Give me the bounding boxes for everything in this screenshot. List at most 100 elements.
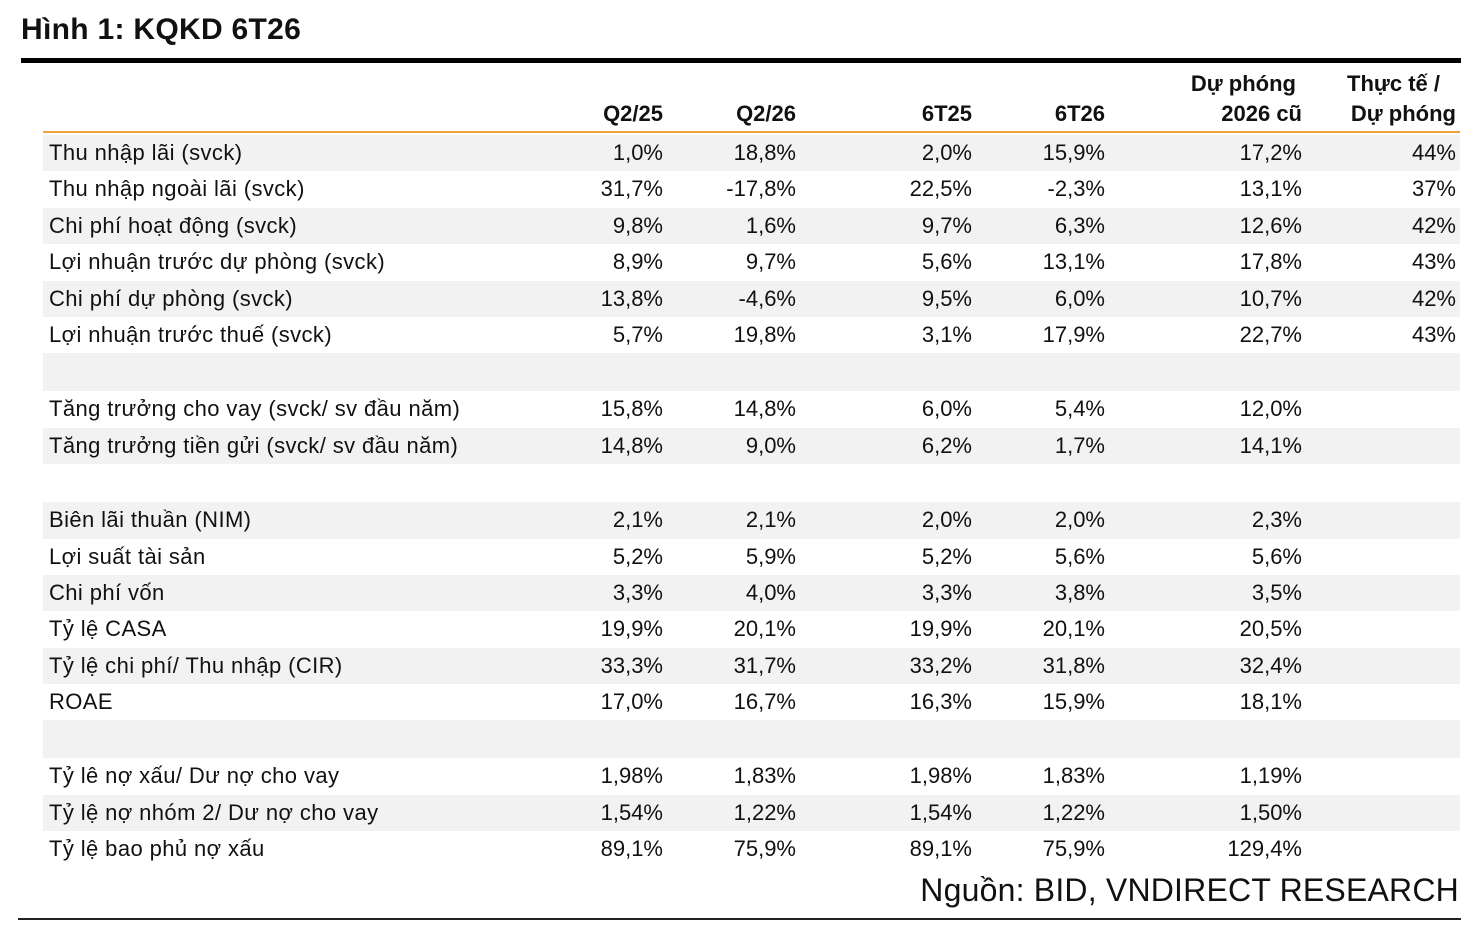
row-value: 5,9%: [745, 543, 796, 569]
table-row: Biên lãi thuần (NIM) 2,1% 2,1% 2,0% 2,0% 2,3%: [43, 502, 1460, 539]
row-value: 18,1%: [1239, 689, 1302, 715]
top-rule: [21, 58, 1461, 63]
row-label: Tăng trưởng tiền gửi (svck/ sv đầu năm): [49, 432, 459, 458]
table-row: Tỷ lệ bao phủ nợ xấu 89,1% 75,9% 89,1% 75,9%…: [43, 831, 1460, 867]
spacer-row: [43, 464, 1460, 502]
table-header: Q2/25 Q2/26 6T25 6T26 Dự phóng 2026 cũ T…: [43, 67, 1460, 131]
row-value: 5,6%: [1251, 543, 1302, 569]
row-value: 1,6%: [745, 212, 796, 238]
row-label: Chi phí dự phòng (svck): [49, 285, 294, 311]
row-label: Tỷ lệ bao phủ nợ xấu: [49, 836, 265, 862]
header-actual-line2: Dự phóng: [1350, 101, 1456, 126]
source-note: Nguồn: BID, VNDIRECT RESEARCH: [920, 872, 1459, 908]
header-underline: [43, 131, 1460, 133]
row-value: 42%: [1411, 212, 1456, 238]
row-value: 9,0%: [745, 432, 796, 458]
row-value: 43%: [1411, 321, 1456, 347]
row-label: Biên lãi thuần (NIM): [49, 507, 252, 533]
row-value: 15,8%: [600, 396, 663, 422]
row-value: 89,1%: [909, 836, 972, 862]
row-value: 15,9%: [1042, 689, 1105, 715]
row-value: 1,83%: [733, 763, 796, 789]
row-value: 19,9%: [909, 616, 972, 642]
row-value: 3,5%: [1251, 579, 1302, 605]
row-label: Lợi nhuận trước thuế (svck): [49, 321, 333, 347]
row-value: 2,0%: [921, 507, 972, 533]
table-row: Tỷ lê nợ xấu/ Dư nợ cho vay 1,98% 1,83% 1,9…: [43, 758, 1460, 794]
row-value: 19,8%: [733, 321, 796, 347]
row-label: Thu nhập lãi (svck): [49, 140, 243, 165]
header-6t25: 6T25: [921, 101, 972, 126]
row-value: 9,7%: [745, 249, 796, 275]
table-row: ROAE 17,0% 16,7% 16,3% 15,9% 18,1%: [43, 684, 1460, 720]
row-value: 10,7%: [1239, 285, 1302, 311]
row-value: 1,19%: [1239, 763, 1302, 789]
row-value: 19,9%: [600, 616, 663, 642]
row-value: 1,98%: [909, 763, 972, 789]
row-value: 75,9%: [733, 836, 796, 862]
table-row: Lợi nhuận trước dự phòng (svck) 8,9% 9,7% 5…: [43, 244, 1460, 280]
table-row: Lợi nhuận trước thuế (svck) 5,7% 19,8% 3,1%…: [43, 317, 1460, 353]
table-row: Tăng trưởng tiền gửi (svck/ sv đầu năm) 1…: [43, 427, 1460, 465]
row-value: 2,0%: [921, 140, 972, 165]
row-value: 1,50%: [1239, 799, 1302, 825]
row-value: 16,7%: [733, 689, 796, 715]
row-value: 13,1%: [1042, 249, 1105, 275]
row-value: 22,5%: [909, 176, 972, 202]
row-label: Chi phí vốn: [49, 579, 165, 605]
row-value: 33,2%: [909, 652, 972, 678]
row-label: Lợi nhuận trước dự phòng (svck): [49, 249, 386, 275]
row-value: 14,1%: [1239, 432, 1302, 458]
spacer-row: [43, 353, 1460, 392]
results-table: Thu nhập lãi (svck) 1,0% 18,8% 2,0% 15,9% 17,…: [43, 135, 1460, 868]
table-row: Thu nhập ngoài lãi (svck) 31,7% -17,8% 22,5…: [43, 171, 1460, 207]
header-6t26: 6T26: [1054, 101, 1105, 126]
row-value: 12,0%: [1239, 396, 1302, 422]
header-q226: Q2/26: [736, 101, 796, 126]
row-value: 4,0%: [745, 579, 796, 605]
row-value: -2,3%: [1047, 176, 1105, 202]
row-value: 3,3%: [612, 579, 663, 605]
row-value: 1,54%: [909, 799, 972, 825]
row-value: 3,3%: [921, 579, 972, 605]
row-value: 2,0%: [1054, 507, 1105, 533]
row-value: 13,1%: [1239, 176, 1302, 202]
row-value: 3,8%: [1054, 579, 1105, 605]
row-value: 20,1%: [733, 616, 796, 642]
row-value: 37%: [1411, 176, 1456, 202]
table-row: Chi phí hoạt động (svck) 9,8% 1,6% 9,7% 6,3%…: [43, 207, 1460, 245]
row-value: 20,5%: [1239, 616, 1302, 642]
row-value: 3,1%: [921, 321, 972, 347]
table-row: Tỷ lệ nợ nhóm 2/ Dư nợ cho vay 1,54% 1,22%…: [43, 794, 1460, 832]
table-row: Tỷ lệ chi phí/ Thu nhập (CIR) 33,3% 31,7% 3…: [43, 647, 1460, 685]
row-value: 16,3%: [909, 689, 972, 715]
row-value: 12,6%: [1239, 212, 1302, 238]
row-value: 18,8%: [733, 140, 796, 165]
row-value: 1,83%: [1042, 763, 1105, 789]
row-value: 44%: [1411, 140, 1456, 165]
row-value: 1,98%: [600, 763, 663, 789]
row-value: 17,8%: [1239, 249, 1302, 275]
row-value: 129,4%: [1227, 836, 1302, 862]
row-label: Tỷ lệ chi phí/ Thu nhập (CIR): [49, 652, 343, 678]
row-label: Lợi suất tài sản: [49, 543, 206, 569]
row-label: Tỷ lệ nợ nhóm 2/ Dư nợ cho vay: [49, 799, 379, 825]
table-row: Thu nhập lãi (svck) 1,0% 18,8% 2,0% 15,9% 17,…: [43, 135, 1460, 172]
row-value: 31,7%: [733, 652, 796, 678]
table-row: Tăng trưởng cho vay (svck/ sv đầu năm) 15…: [43, 391, 1460, 427]
row-value: 2,1%: [612, 507, 663, 533]
row-value: 2,3%: [1251, 507, 1302, 533]
row-value: 42%: [1411, 285, 1456, 311]
table-row: Chi phí vốn 3,3% 4,0% 3,3% 3,8% 3,5%: [43, 574, 1460, 612]
header-forecast-line1: Dự phóng: [1190, 71, 1296, 96]
row-value: 5,7%: [612, 321, 663, 347]
row-value: 20,1%: [1042, 616, 1105, 642]
row-value: 33,3%: [600, 652, 663, 678]
row-value: 5,6%: [1054, 543, 1105, 569]
row-value: 31,7%: [600, 176, 663, 202]
table-row: Tỷ lệ CASA 19,9% 20,1% 19,9% 20,1% 20,5%: [43, 611, 1460, 647]
row-value: 17,2%: [1239, 140, 1302, 165]
row-value: 31,8%: [1042, 652, 1105, 678]
row-value: 9,8%: [612, 212, 663, 238]
row-value: 6,0%: [1054, 285, 1105, 311]
